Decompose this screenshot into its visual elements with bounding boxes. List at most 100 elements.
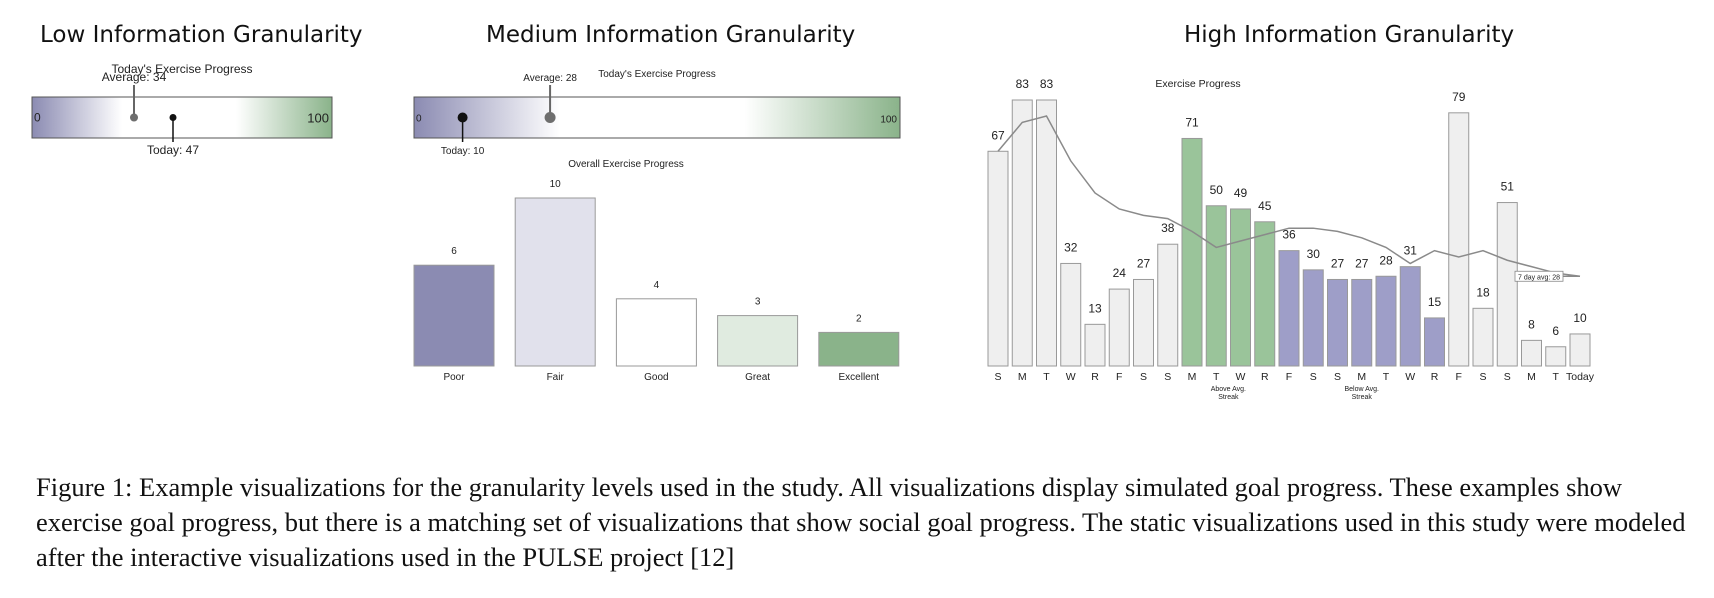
day-value-label: 24 [1113,266,1127,280]
day-value-label: 50 [1210,183,1224,197]
day-label: S [1310,371,1317,383]
day-label: S [1140,371,1147,383]
day-label: T [1043,371,1050,383]
day-label: S [1164,371,1171,383]
day-bar [1545,346,1567,367]
day-label: M [1527,371,1536,383]
day-value-label: 51 [1501,180,1515,194]
bar-excellent [818,331,900,367]
day-value-label: 15 [1428,295,1442,309]
day-value-label: 32 [1064,240,1078,254]
day-bar [1084,323,1106,367]
seven-day-average-line [997,115,1581,278]
average-label: Average: 34 [102,70,167,84]
day-bar [1157,243,1179,367]
day-label: F [1286,371,1292,383]
day-bar [1302,269,1324,367]
average-line-label: 7 day avg: 28 [1518,274,1560,281]
day-bar [1399,266,1421,367]
average-label: Average: 28 [523,73,577,84]
day-label: W [1066,371,1076,383]
streak-label: Below Avg. [1344,386,1379,393]
high-granularity-title: High Information Granularity [1184,22,1515,48]
bar-value-label: 6 [451,246,457,257]
day-label: Today [1566,371,1595,383]
day-label: F [1116,371,1122,383]
average-marker [130,113,138,122]
day-value-label: 27 [1331,256,1345,270]
day-label: W [1405,371,1415,383]
day-label: S [1479,371,1486,383]
category-label: Excellent [839,372,880,383]
day-value-label: 13 [1088,301,1102,315]
day-bar [1133,278,1154,367]
day-value-label: 27 [1137,256,1151,270]
day-bar [1011,99,1033,367]
streak-label: Streak [1352,394,1373,401]
day-label: T [1213,371,1220,383]
day-label: S [1504,371,1511,383]
category-label: Fair [547,372,565,383]
day-value-label: 83 [1016,77,1030,91]
today-label: Today: 10 [441,146,485,157]
day-bar [1448,112,1470,367]
day-bar [1230,208,1251,367]
streak-label: Above Avg. [1211,386,1246,393]
day-value-label: 30 [1307,247,1321,261]
bar-value-label: 10 [550,179,562,190]
day-value-label: 83 [1040,77,1054,91]
day-label: R [1091,371,1099,383]
day-bar [987,150,1009,367]
day-value-label: 45 [1258,199,1272,213]
medium-gauge-chart: Today's Exercise Progress 0 100 Average: 28… [413,69,901,157]
low-granularity-title: Low Information Granularity [40,22,363,48]
day-label: T [1383,371,1390,383]
bar-poor [413,264,495,367]
day-bar [1254,221,1276,367]
day-bar [1375,275,1397,367]
day-bar [1108,288,1130,367]
day-bar [1036,99,1057,367]
day-value-label: 71 [1185,115,1199,129]
bar-value-label: 4 [654,280,660,291]
day-value-label: 49 [1234,186,1248,200]
day-value-label: 6 [1552,324,1559,338]
gauge-bar [31,96,333,139]
category-label: Good [644,372,668,383]
day-bar [1181,137,1203,367]
day-bar [1521,339,1542,367]
low-gauge-chart: Today's Exercise Progress 0 100 Average: 34… [31,62,333,157]
day-label: R [1261,371,1269,383]
bar-chart-title: Overall Exercise Progress [568,159,684,170]
day-bar [1327,278,1348,367]
day-label: W [1236,371,1246,383]
daily-progress-bar-chart: Exercise Progress 67 S 83 M 83 T 32 W 13 R 24 F 27 S 38… [987,77,1595,401]
day-label: M [1357,371,1366,383]
day-value-label: 79 [1452,90,1466,104]
day-label: S [994,371,1001,383]
gauge-title: Today's Exercise Progress [111,62,252,76]
overall-progress-bar-chart: Overall Exercise Progress 6 Poor 10 Fair 4 Goo… [413,159,900,383]
day-bar [1205,205,1227,367]
figure-caption: Figure 1: Example visualizations for the… [36,472,1686,572]
streak-label: Streak [1218,394,1239,401]
day-bar [1569,333,1591,367]
day-label: S [1334,371,1341,383]
bar-value-label: 3 [755,297,761,308]
bar-fair [514,197,596,367]
daily-chart-title: Exercise Progress [1155,78,1240,90]
gauge-title: Today's Exercise Progress [598,69,716,80]
day-label: R [1431,371,1439,383]
day-value-label: 28 [1379,253,1393,267]
day-label: F [1456,371,1462,383]
day-label: T [1553,371,1560,383]
day-value-label: 67 [991,128,1005,142]
day-value-label: 8 [1528,317,1535,331]
today-label: Today: 47 [147,143,199,157]
day-value-label: 36 [1282,228,1296,242]
category-label: Great [745,372,770,383]
average-line-label-box [1514,270,1564,282]
day-bar [1424,317,1445,367]
day-bar [1351,278,1373,367]
today-marker [169,114,177,121]
